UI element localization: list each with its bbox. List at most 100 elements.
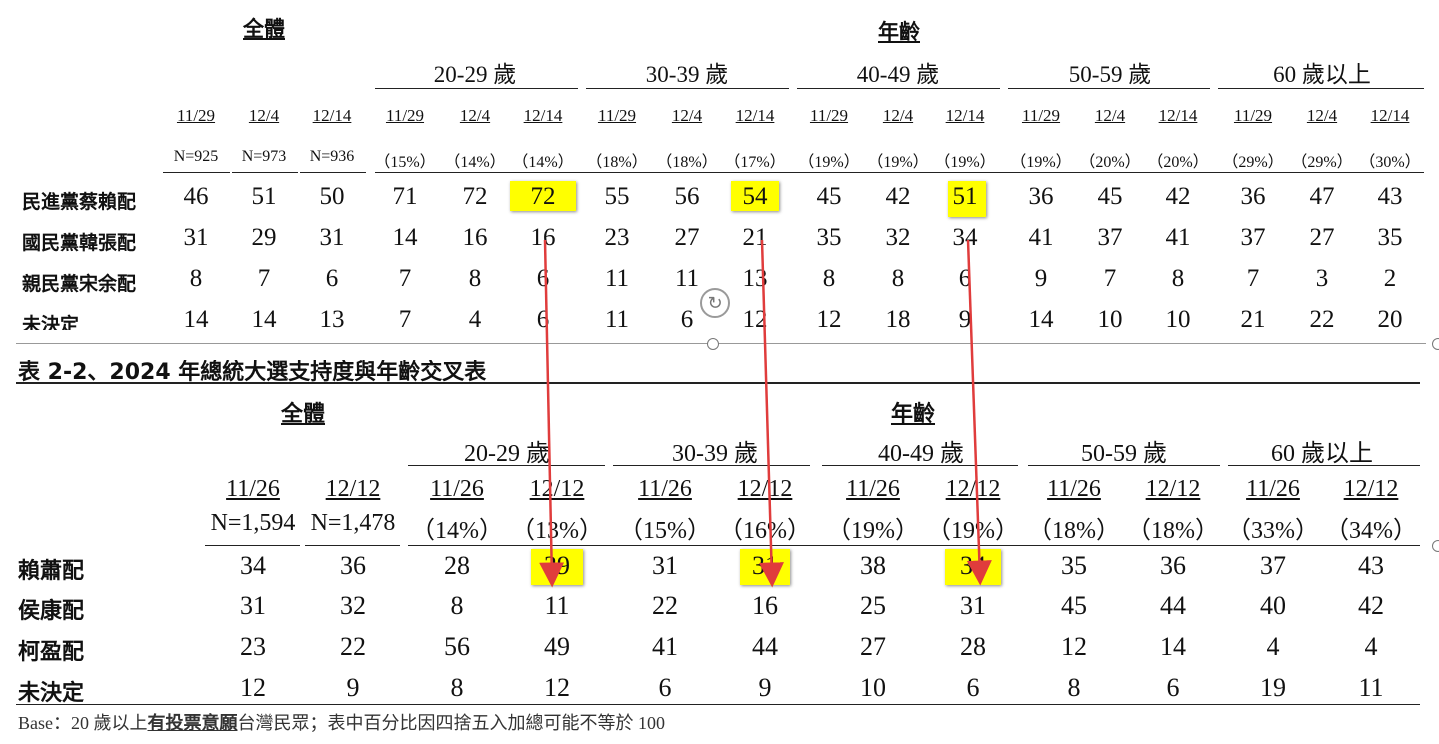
header-rule [232, 172, 298, 173]
table-cell: 10 [1097, 306, 1123, 333]
table-cell: 14 [183, 306, 209, 333]
table-cell: 27 [860, 632, 886, 661]
table-cell: 35 [1377, 224, 1403, 251]
table-cell: 11 [674, 265, 700, 292]
selection-handle-corner[interactable] [1432, 338, 1439, 350]
table-cell: 32 [885, 224, 911, 251]
table-cell: 37 [1097, 224, 1123, 251]
table-cell: 7 [398, 265, 412, 292]
column-base: （19%） [927, 518, 1019, 544]
column-date: 11/26 [430, 476, 484, 502]
table-cell: 21 [1240, 306, 1266, 333]
column-date: 12/14 [312, 106, 352, 125]
column-base: （18%） [1127, 518, 1219, 544]
column-date: 11/29 [597, 106, 637, 125]
column-base: （18%） [656, 154, 718, 171]
table-cell: 14 [251, 306, 277, 333]
table-cell: 31 [319, 224, 345, 251]
table-cell: 6 [325, 265, 339, 292]
column-base: N=1,594 [210, 510, 296, 536]
column-base: （19%） [798, 154, 860, 171]
column-base: （14%） [411, 518, 503, 544]
table-cell: 46 [183, 183, 209, 210]
column-base: （20%） [1079, 154, 1141, 171]
column-date: 12/12 [1343, 476, 1399, 502]
column-base: （14%） [512, 154, 574, 171]
table-cell: 6 [1166, 673, 1180, 702]
column-date: 12/4 [1306, 106, 1338, 125]
table-cell: 14 [1028, 306, 1054, 333]
age-group-label: 60 歲以上 [1271, 441, 1373, 467]
table-cell: 36 [1028, 183, 1054, 210]
selection-handle-right[interactable] [1432, 540, 1439, 552]
table-cell: 6 [658, 673, 672, 702]
age-group-label: 50-59 歲 [1068, 62, 1152, 87]
table-cell: 25 [860, 591, 886, 620]
row-label: 未決定 [18, 681, 85, 706]
column-date: 12/4 [248, 106, 280, 125]
table-cell: 40 [1260, 591, 1286, 620]
age-group-rule [613, 465, 810, 466]
table-cell: 27 [674, 224, 700, 251]
column-date: 11/26 [1047, 476, 1101, 502]
table-cell: 41 [652, 632, 678, 661]
row-label: 國民黨韓張配 [22, 232, 137, 254]
table-cell: 21 [742, 224, 768, 251]
column-base: （19%） [827, 518, 919, 544]
header-rule [163, 172, 230, 173]
column-base: N=936 [309, 148, 355, 165]
column-base: （34%） [1325, 518, 1417, 544]
rotate-handle-icon[interactable]: ↻ [700, 288, 730, 318]
column-base: N=925 [173, 148, 219, 165]
column-date: 11/29 [809, 106, 849, 125]
column-date: 12/4 [671, 106, 703, 125]
age-group-label: 20-29 歲 [433, 62, 517, 87]
age-group-rule [1028, 465, 1220, 466]
table-cell: 23 [240, 632, 266, 661]
table-cell: 51 [251, 183, 277, 210]
header-rule [300, 172, 366, 173]
table-cell: 8 [822, 265, 836, 292]
table-cell: 32 [340, 591, 366, 620]
table-cell: 22 [340, 632, 366, 661]
table-cell: 31 [240, 591, 266, 620]
column-date: 12/14 [523, 106, 563, 125]
overall-heading: 全體 [280, 402, 326, 427]
table-cell: 9 [346, 673, 360, 702]
highlight-cell [948, 181, 986, 217]
age-group-rule [1008, 88, 1210, 89]
age-group-rule [822, 465, 1018, 466]
table-cell: 41 [1165, 224, 1191, 251]
column-date: 11/26 [638, 476, 692, 502]
table-cell: 4 [1364, 632, 1378, 661]
table-cell: 44 [1160, 591, 1186, 620]
column-date: 12/4 [459, 106, 491, 125]
table-cell: 11 [604, 306, 630, 333]
selection-handle-top[interactable] [707, 338, 719, 350]
table-bottom-rule [16, 704, 1420, 705]
table-cell: 2 [1383, 265, 1397, 292]
table-cell: 20 [1377, 306, 1403, 333]
column-base: （19%） [934, 154, 996, 171]
table-cell: 37 [1240, 224, 1266, 251]
table-cell: 31 [752, 551, 778, 580]
column-base: （16%） [719, 518, 811, 544]
table-cell: 43 [1358, 551, 1384, 580]
age-group-label: 60 歲以上 [1273, 62, 1371, 87]
title-rule [16, 382, 1420, 384]
row-label: 柯盈配 [18, 640, 85, 665]
table-cell: 72 [530, 183, 556, 210]
table-cell: 28 [960, 632, 986, 661]
column-date: 11/29 [1021, 106, 1061, 125]
base-note-suffix: 台灣民眾；表中百分比因四捨五入加總可能不等於 100 [237, 713, 666, 733]
header-rule [375, 172, 1424, 173]
table-cell: 8 [468, 265, 482, 292]
table-cell: 10 [860, 673, 886, 702]
column-date: 12/12 [529, 476, 585, 502]
table-cell: 7 [398, 306, 412, 333]
table-cell: 35 [816, 224, 842, 251]
header-rule [408, 545, 1420, 546]
table-cell: 35 [1061, 551, 1087, 580]
table-cell: 6 [958, 265, 972, 292]
table-cell: 22 [652, 591, 678, 620]
